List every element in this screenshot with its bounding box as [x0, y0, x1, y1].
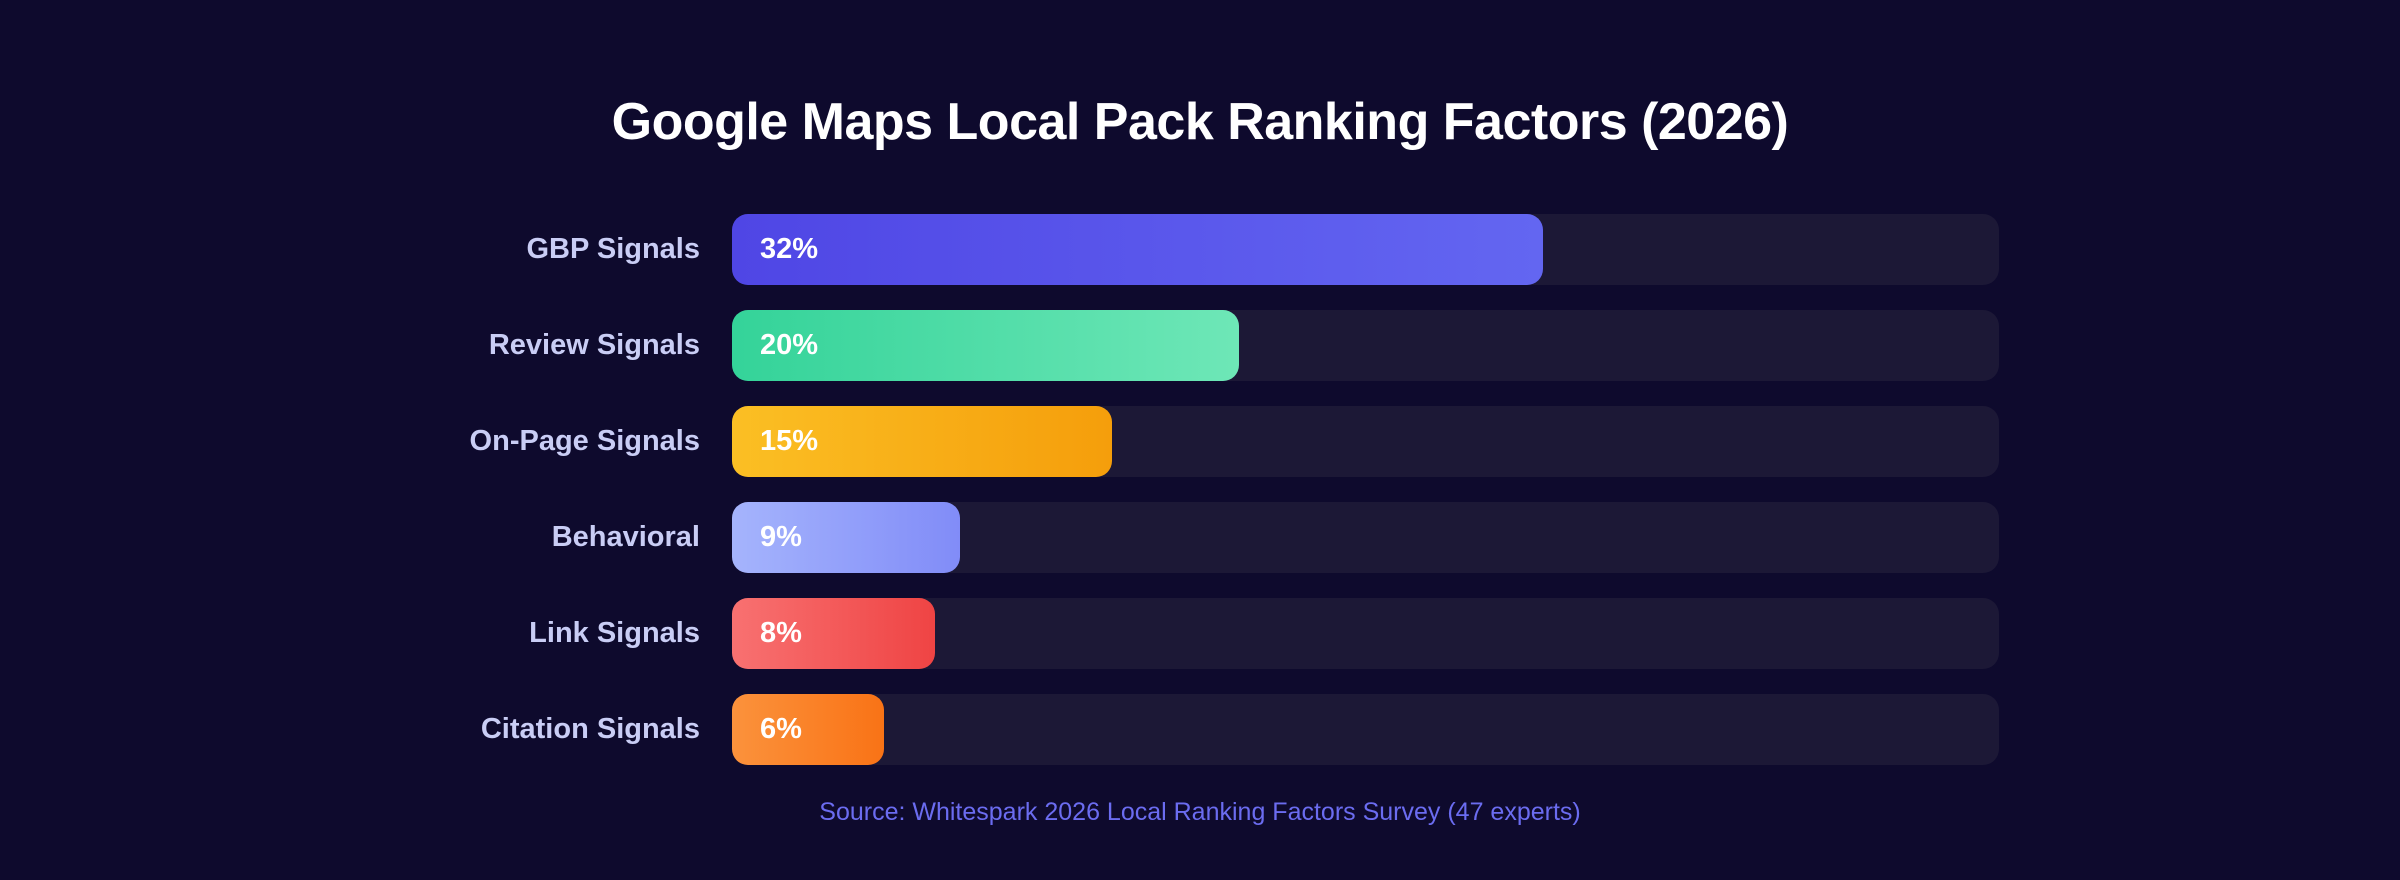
bar-track: 15%	[732, 406, 1999, 477]
bar: 15%	[732, 406, 1113, 477]
category-label: GBP Signals	[526, 233, 700, 265]
chart-title: Google Maps Local Pack Ranking Factors (…	[611, 93, 1789, 151]
value-label: 6%	[760, 713, 802, 745]
bar-row: Behavioral 9%	[0, 502, 2400, 573]
bar: 8%	[732, 598, 935, 669]
bar: 9%	[732, 502, 961, 573]
category-label: Review Signals	[488, 329, 700, 361]
category-label: Link Signals	[529, 617, 700, 649]
category-label: On-Page Signals	[469, 425, 700, 457]
bar-track: 20%	[732, 310, 1999, 381]
bar: 20%	[732, 310, 1239, 381]
source-note: Source: Whitespark 2026 Local Ranking Fa…	[819, 798, 1581, 826]
bar-track: 9%	[732, 502, 1999, 573]
value-label: 9%	[760, 521, 802, 553]
bar-row: On-Page Signals 15%	[0, 406, 2400, 477]
value-label: 32%	[760, 233, 819, 265]
category-label: Citation Signals	[480, 713, 700, 745]
bar: 6%	[732, 694, 885, 765]
bar-track: 32%	[732, 214, 1999, 285]
value-label: 15%	[760, 425, 819, 457]
category-label: Behavioral	[551, 521, 700, 553]
bar-row: Link Signals 8%	[0, 598, 2400, 669]
value-label: 20%	[760, 329, 819, 361]
bar-row: GBP Signals 32%	[0, 214, 2400, 285]
bar-row: Review Signals 20%	[0, 310, 2400, 381]
bar: 32%	[732, 214, 1543, 285]
bar-track: 6%	[732, 694, 1999, 765]
value-label: 8%	[760, 617, 802, 649]
bar-track: 8%	[732, 598, 1999, 669]
bar-row: Citation Signals 6%	[0, 694, 2400, 765]
